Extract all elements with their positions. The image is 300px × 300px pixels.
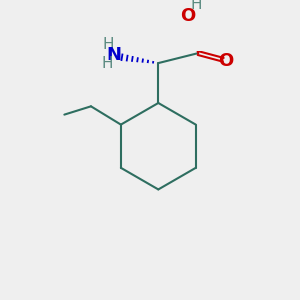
Text: H: H [191,0,202,12]
Text: N: N [107,46,122,64]
Text: O: O [181,7,196,25]
Text: H: H [103,37,114,52]
Text: H: H [102,56,113,70]
Text: O: O [218,52,233,70]
